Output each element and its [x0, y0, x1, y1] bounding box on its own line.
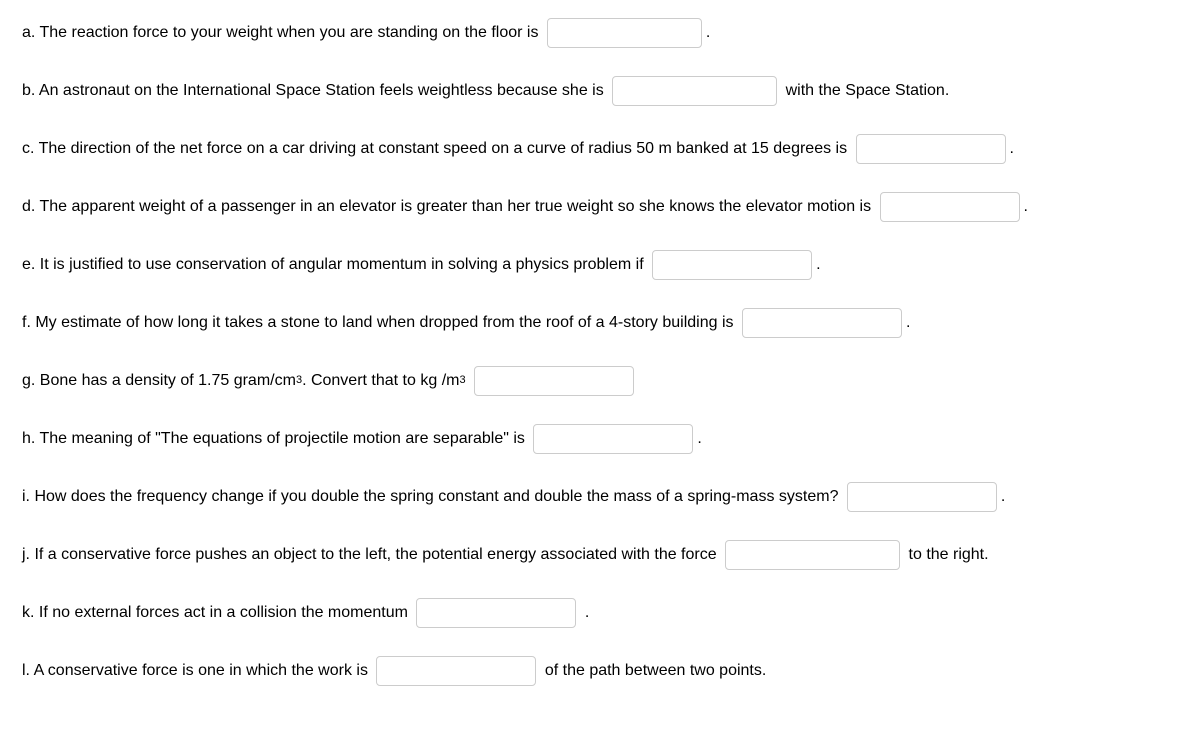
question-e-text-post: .	[816, 254, 820, 276]
question-h: h. The meaning of "The equations of proj…	[22, 424, 1178, 454]
question-k-input[interactable]	[416, 598, 576, 628]
question-l-text-post: of the path between two points.	[540, 660, 766, 682]
question-d-text-post: .	[1024, 196, 1028, 218]
question-i: i. How does the frequency change if you …	[22, 482, 1178, 512]
question-h-text-post: .	[697, 428, 701, 450]
question-j-text-post: to the right.	[904, 544, 989, 566]
question-l-text-pre: l. A conservative force is one in which …	[22, 660, 372, 682]
question-b-text-post: with the Space Station.	[781, 80, 949, 102]
question-a-input[interactable]	[547, 18, 702, 48]
question-h-text-pre: h. The meaning of "The equations of proj…	[22, 428, 529, 450]
question-g-text-2: . Convert that to kg /m	[302, 370, 459, 392]
question-l: l. A conservative force is one in which …	[22, 656, 1178, 686]
question-f-text-post: .	[906, 312, 910, 334]
question-g-input[interactable]	[474, 366, 634, 396]
question-c-input[interactable]	[856, 134, 1006, 164]
question-c-text-post: .	[1010, 138, 1014, 160]
question-f: f. My estimate of how long it takes a st…	[22, 308, 1178, 338]
question-e-text-pre: e. It is justified to use conservation o…	[22, 254, 648, 276]
question-i-input[interactable]	[847, 482, 997, 512]
question-b-text-pre: b. An astronaut on the International Spa…	[22, 80, 608, 102]
question-j-text-pre: j. If a conservative force pushes an obj…	[22, 544, 721, 566]
question-a-text-pre: a. The reaction force to your weight whe…	[22, 22, 543, 44]
question-f-input[interactable]	[742, 308, 902, 338]
question-b: b. An astronaut on the International Spa…	[22, 76, 1178, 106]
question-i-text-pre: i. How does the frequency change if you …	[22, 486, 843, 508]
question-a-text-post: .	[706, 22, 710, 44]
question-g-text-3	[466, 370, 470, 392]
question-d: d. The apparent weight of a passenger in…	[22, 192, 1178, 222]
question-l-input[interactable]	[376, 656, 536, 686]
question-d-text-pre: d. The apparent weight of a passenger in…	[22, 196, 876, 218]
question-k: k. If no external forces act in a collis…	[22, 598, 1178, 628]
question-e: e. It is justified to use conservation o…	[22, 250, 1178, 280]
question-g: g. Bone has a density of 1.75 gram/cm3. …	[22, 366, 1178, 396]
question-a: a. The reaction force to your weight whe…	[22, 18, 1178, 48]
question-c-text-pre: c. The direction of the net force on a c…	[22, 138, 852, 160]
question-j: j. If a conservative force pushes an obj…	[22, 540, 1178, 570]
question-i-text-post: .	[1001, 486, 1005, 508]
question-c: c. The direction of the net force on a c…	[22, 134, 1178, 164]
question-h-input[interactable]	[533, 424, 693, 454]
question-j-input[interactable]	[725, 540, 900, 570]
question-k-text-post: .	[580, 602, 589, 624]
question-b-input[interactable]	[612, 76, 777, 106]
question-e-input[interactable]	[652, 250, 812, 280]
question-f-text-pre: f. My estimate of how long it takes a st…	[22, 312, 738, 334]
question-g-text-1: g. Bone has a density of 1.75 gram/cm	[22, 370, 296, 392]
question-k-text-pre: k. If no external forces act in a collis…	[22, 602, 412, 624]
question-d-input[interactable]	[880, 192, 1020, 222]
